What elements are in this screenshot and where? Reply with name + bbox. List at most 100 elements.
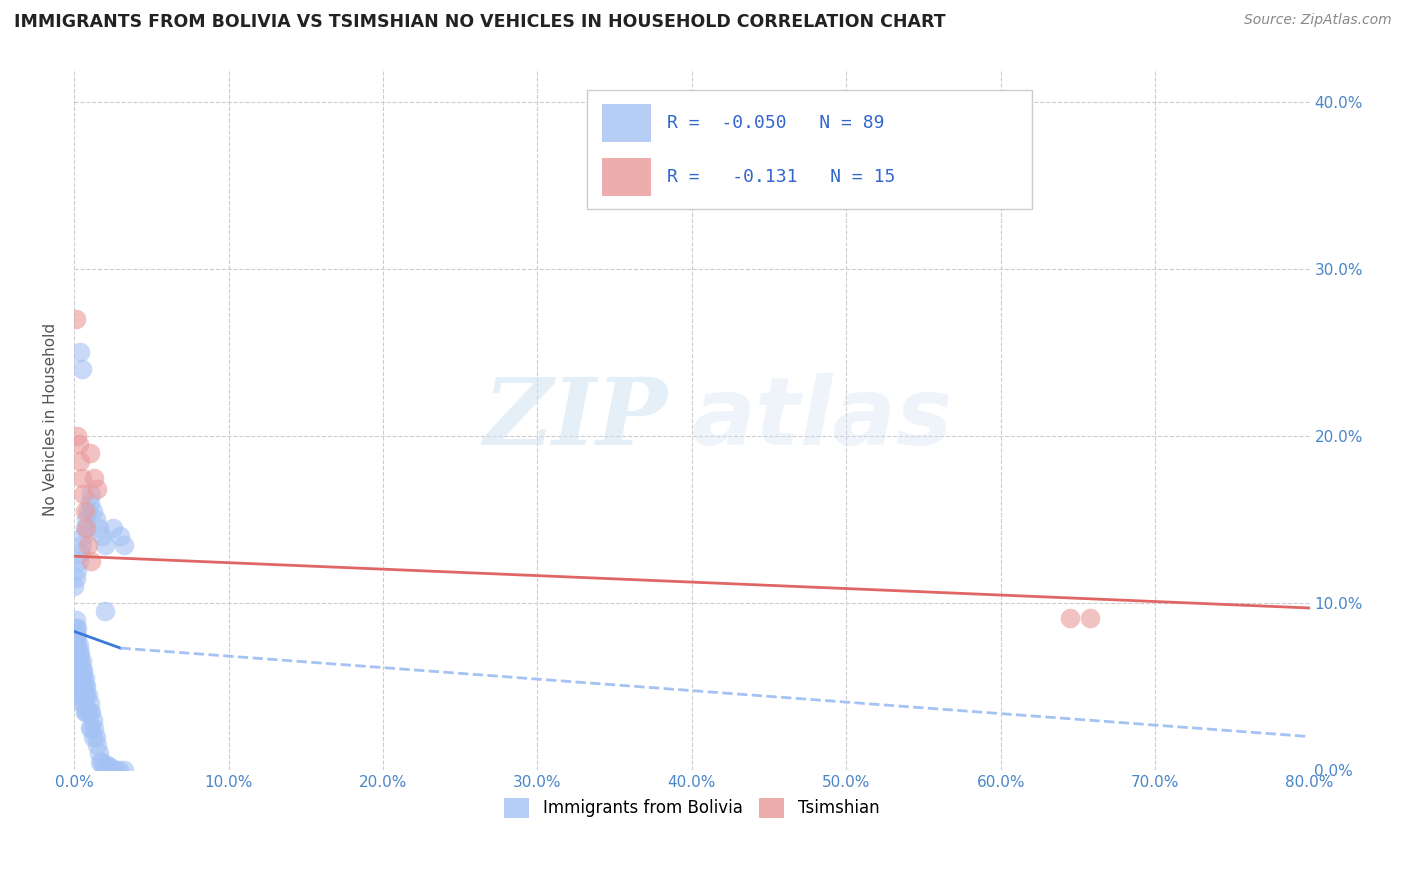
Point	[69, 688, 91, 702]
Point	[65, 646, 87, 660]
Point	[70, 471, 93, 485]
Point	[65, 638, 87, 652]
Point	[87, 747, 110, 761]
Point	[86, 738, 108, 752]
Point	[84, 730, 107, 744]
Point	[90, 755, 112, 769]
Point	[73, 680, 96, 694]
Point	[77, 537, 100, 551]
Point	[66, 429, 89, 443]
Point	[104, 763, 127, 777]
Text: IMMIGRANTS FROM BOLIVIA VS TSIMSHIAN NO VEHICLES IN HOUSEHOLD CORRELATION CHART: IMMIGRANTS FROM BOLIVIA VS TSIMSHIAN NO …	[14, 13, 946, 31]
Point	[73, 521, 96, 535]
Point	[82, 730, 104, 744]
Point	[65, 621, 87, 635]
Text: atlas: atlas	[692, 373, 953, 466]
Point	[72, 663, 94, 677]
Point	[101, 521, 124, 535]
Point	[67, 655, 90, 669]
Point	[77, 688, 100, 702]
Point	[101, 763, 124, 777]
Point	[67, 663, 90, 677]
Point	[73, 705, 96, 719]
Point	[73, 671, 96, 685]
Point	[72, 487, 94, 501]
Point	[66, 638, 89, 652]
Y-axis label: No Vehicles in Household: No Vehicles in Household	[44, 323, 58, 516]
Point	[65, 312, 87, 326]
Point	[86, 483, 108, 497]
Point	[82, 504, 104, 518]
Point	[69, 671, 91, 685]
Point	[80, 487, 103, 501]
Point	[65, 663, 87, 677]
Point	[77, 705, 100, 719]
Point	[63, 579, 86, 593]
Point	[70, 696, 93, 710]
Point	[65, 629, 87, 643]
Point	[79, 445, 101, 459]
Point	[65, 613, 87, 627]
Point	[67, 554, 90, 568]
Text: ZIP: ZIP	[482, 375, 666, 464]
Point	[69, 663, 91, 677]
Point	[94, 604, 117, 618]
Point	[69, 655, 91, 669]
Point	[66, 646, 89, 660]
Point	[73, 688, 96, 702]
Point	[70, 671, 93, 685]
Point	[72, 696, 94, 710]
Bar	[602, 158, 651, 196]
Point	[94, 537, 117, 551]
Point	[67, 680, 90, 694]
Point	[65, 655, 87, 669]
Text: Source: ZipAtlas.com: Source: ZipAtlas.com	[1244, 13, 1392, 28]
Point	[73, 504, 96, 518]
FancyBboxPatch shape	[586, 89, 1032, 209]
Point	[93, 758, 115, 772]
Legend: Immigrants from Bolivia, Tsimshian: Immigrants from Bolivia, Tsimshian	[498, 791, 886, 825]
Point	[112, 537, 135, 551]
Point	[66, 563, 89, 577]
Point	[69, 546, 91, 560]
Point	[65, 571, 87, 585]
Point	[112, 763, 135, 777]
Point	[80, 705, 103, 719]
Point	[1078, 611, 1101, 625]
Point	[75, 521, 97, 535]
Point	[67, 638, 90, 652]
Point	[75, 688, 97, 702]
Point	[83, 471, 105, 485]
Point	[63, 638, 86, 652]
Point	[67, 688, 90, 702]
Point	[67, 671, 90, 685]
Point	[72, 671, 94, 685]
Text: R =  -0.050   N = 89: R = -0.050 N = 89	[666, 114, 884, 132]
Point	[98, 759, 121, 773]
Point	[63, 621, 86, 635]
Point	[70, 362, 93, 376]
Point	[66, 671, 89, 685]
Point	[79, 721, 101, 735]
Point	[75, 512, 97, 526]
Point	[72, 529, 94, 543]
Point	[82, 713, 104, 727]
Point	[96, 758, 118, 772]
Point	[72, 680, 94, 694]
Point	[97, 759, 120, 773]
Point	[108, 763, 131, 777]
Point	[87, 521, 110, 535]
Point	[66, 629, 89, 643]
Bar	[602, 103, 651, 142]
Point	[70, 663, 93, 677]
Point	[70, 537, 93, 551]
Point	[110, 529, 132, 543]
Point	[79, 705, 101, 719]
Point	[67, 437, 90, 451]
Point	[67, 646, 90, 660]
Point	[70, 655, 93, 669]
Point	[69, 345, 91, 359]
Point	[89, 755, 111, 769]
Point	[79, 496, 101, 510]
Text: R =   -0.131   N = 15: R = -0.131 N = 15	[666, 169, 896, 186]
